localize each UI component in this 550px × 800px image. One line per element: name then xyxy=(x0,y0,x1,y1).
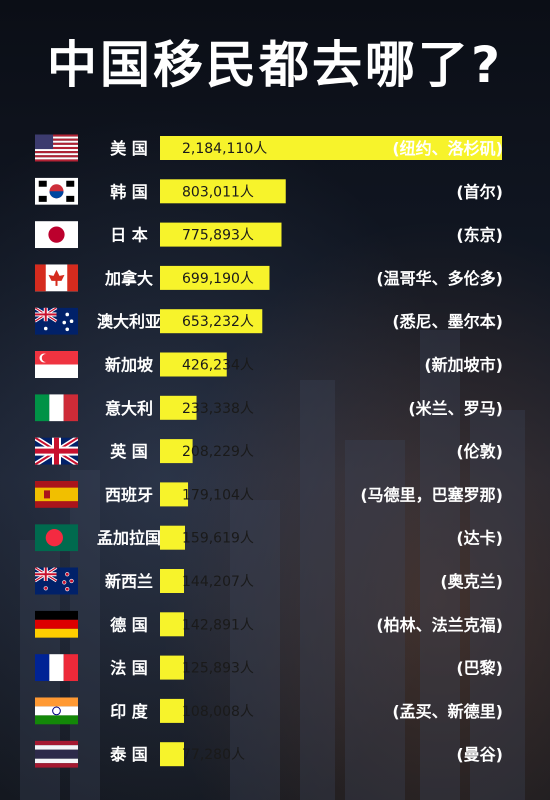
country-label: 意大利 xyxy=(105,399,153,418)
chart-row: 加拿大 699,190人 (温哥华、多伦多) xyxy=(35,264,503,292)
kr-flag-icon xyxy=(35,177,78,205)
country-label: 新加坡 xyxy=(105,356,154,375)
value-label: 142,891人 xyxy=(182,617,254,633)
chart-row: 西班牙 179,104人 (马德里，巴塞罗那) xyxy=(35,480,503,508)
value-label: 159,619人 xyxy=(182,531,254,547)
bar xyxy=(160,309,263,334)
city-label: (东京) xyxy=(456,226,503,245)
bar xyxy=(160,439,193,464)
nz-flag-icon xyxy=(35,567,78,595)
country-label: 英 国 xyxy=(109,442,148,461)
country-label: 印 度 xyxy=(110,702,149,721)
city-label: (米兰、罗马) xyxy=(408,399,503,418)
bar xyxy=(160,698,184,723)
city-label: (孟买、新德里) xyxy=(392,702,503,721)
page-title: 中国移民都去哪了? xyxy=(46,36,503,94)
chart-row: 新加坡 426,234人 (新加坡市) xyxy=(35,351,503,378)
th-flag-icon xyxy=(35,740,78,768)
city-label: (伦敦) xyxy=(456,442,503,461)
chart-row: 美 国 2,184,110人 (纽约、洛杉矶) xyxy=(35,134,503,162)
bar xyxy=(160,569,184,593)
value-label: 426,234人 xyxy=(182,358,254,374)
chart-row: 孟加拉国 159,619人 (达卡) xyxy=(35,524,503,552)
value-label: 108,008人 xyxy=(182,704,254,720)
value-label: 233,338人 xyxy=(182,401,254,417)
country-label: 韩 国 xyxy=(110,182,148,201)
chart-row: 泰 国 77,280人 (曼谷) xyxy=(35,740,503,768)
city-label: (曼谷) xyxy=(456,745,503,764)
bar xyxy=(160,525,185,550)
city-label: (新加坡市) xyxy=(424,356,503,375)
country-label: 日 本 xyxy=(110,226,148,245)
value-label: 125,893人 xyxy=(182,661,254,677)
city-label: (达卡) xyxy=(456,529,503,548)
jp-flag-icon xyxy=(35,221,78,249)
city-label: (纽约、洛杉矶) xyxy=(392,139,503,158)
us-flag-icon xyxy=(35,134,78,162)
bar xyxy=(160,352,227,377)
chart-row: 韩 国 803,011人 (首尔) xyxy=(35,177,503,205)
es-flag-icon xyxy=(35,480,78,508)
sg-flag-icon xyxy=(35,351,78,378)
city-label: (温哥华、多伦多) xyxy=(376,269,503,288)
chart-row: 日 本 775,893人 (东京) xyxy=(35,221,503,249)
value-label: 77,280人 xyxy=(182,747,245,763)
country-label: 西班牙 xyxy=(105,485,153,504)
city-label: (马德里，巴塞罗那) xyxy=(360,485,503,504)
city-label: (奥克兰) xyxy=(440,572,503,591)
it-flag-icon xyxy=(35,394,78,422)
city-label: (柏林、法兰克福) xyxy=(376,615,503,634)
value-label: 2,184,110人 xyxy=(182,141,267,157)
bar xyxy=(160,655,184,680)
value-label: 775,893人 xyxy=(182,228,254,244)
value-label: 179,104人 xyxy=(182,487,254,503)
bar xyxy=(160,179,286,204)
country-label: 加拿大 xyxy=(104,269,153,288)
country-label: 美 国 xyxy=(110,139,148,158)
au-flag-icon xyxy=(35,307,78,335)
city-label: (首尔) xyxy=(456,182,503,201)
value-label: 144,207人 xyxy=(182,574,254,590)
in-flag-icon xyxy=(35,697,78,725)
value-label: 653,232人 xyxy=(182,314,254,330)
bar xyxy=(160,222,282,247)
bar xyxy=(160,265,270,290)
bar xyxy=(160,612,184,637)
ca-flag-icon xyxy=(35,264,78,292)
country-label: 澳大利亚 xyxy=(97,312,161,331)
bar xyxy=(160,742,184,767)
chart-row: 澳大利亚 653,232人 (悉尼、墨尔本) xyxy=(35,307,503,335)
gb-flag-icon xyxy=(35,437,78,465)
bar xyxy=(160,136,502,160)
value-label: 803,011人 xyxy=(182,184,254,200)
country-label: 德 国 xyxy=(110,615,148,634)
chart-row: 德 国 142,891人 (柏林、法兰克福) xyxy=(35,610,503,638)
chart-row: 印 度 108,008人 (孟买、新德里) xyxy=(35,697,503,725)
country-label: 孟加拉国 xyxy=(97,529,161,548)
city-label: (悉尼、墨尔本) xyxy=(392,312,503,331)
bd-flag-icon xyxy=(35,524,78,552)
chart-row: 英 国 208,229人 (伦敦) xyxy=(35,437,503,465)
value-label: 208,229人 xyxy=(182,444,254,460)
country-label: 泰 国 xyxy=(109,745,148,764)
country-label: 法 国 xyxy=(110,659,148,678)
chart-row: 意大利 233,338人 (米兰、罗马) xyxy=(35,394,503,422)
value-label: 699,190人 xyxy=(182,271,254,287)
fr-flag-icon xyxy=(35,654,78,682)
de-flag-icon xyxy=(35,610,78,638)
country-label: 新西兰 xyxy=(105,572,153,591)
bar xyxy=(160,482,189,507)
chart-row: 法 国 125,893人 (巴黎) xyxy=(35,654,503,682)
chart-row: 新西兰 144,207人 (奥克兰) xyxy=(35,567,503,595)
bar xyxy=(160,395,197,420)
city-label: (巴黎) xyxy=(456,659,503,678)
